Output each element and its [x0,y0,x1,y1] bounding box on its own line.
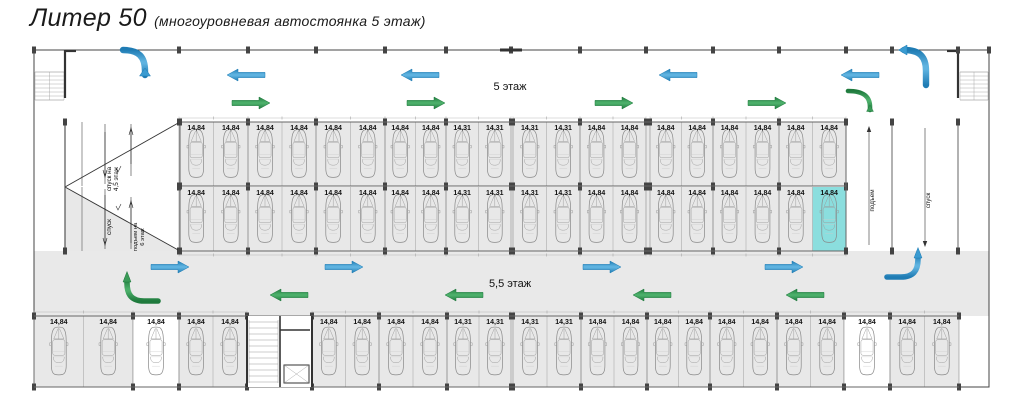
svg-text:14,84: 14,84 [787,125,805,132]
svg-text:14,84: 14,84 [589,319,607,326]
svg-text:14,84: 14,84 [688,190,706,197]
svg-text:14,84: 14,84 [657,125,675,132]
svg-text:14,84: 14,84 [818,319,836,326]
svg-text:14,84: 14,84 [588,125,606,132]
svg-text:14,84: 14,84 [622,319,640,326]
svg-text:14,84: 14,84 [718,319,736,326]
svg-text:14,84: 14,84 [359,125,377,132]
svg-text:14,84: 14,84 [721,190,739,197]
svg-text:14,84: 14,84 [256,190,274,197]
svg-text:14,84: 14,84 [898,319,916,326]
svg-text:14,84: 14,84 [222,190,240,197]
svg-text:5 этаж: 5 этаж [494,81,528,93]
svg-text:спуск на: спуск на [106,166,113,191]
svg-text:14,84: 14,84 [422,190,440,197]
svg-text:14,84: 14,84 [221,319,239,326]
svg-text:14,84: 14,84 [187,319,205,326]
svg-text:14,84: 14,84 [222,125,240,132]
svg-text:14,84: 14,84 [621,190,639,197]
svg-text:14,31: 14,31 [521,319,539,326]
svg-text:14,31: 14,31 [521,190,539,197]
svg-text:14,84: 14,84 [147,319,165,326]
svg-text:14,84: 14,84 [657,190,675,197]
svg-text:14,84: 14,84 [754,125,772,132]
svg-text:14,84: 14,84 [820,190,838,197]
svg-text:14,31: 14,31 [554,125,572,132]
svg-text:14,31: 14,31 [453,190,471,197]
svg-text:5,5 этаж: 5,5 этаж [489,278,532,290]
svg-text:14,84: 14,84 [820,125,838,132]
svg-text:14,84: 14,84 [588,190,606,197]
svg-text:14,31: 14,31 [454,319,472,326]
svg-text:14,84: 14,84 [754,190,772,197]
svg-text:спуск: спуск [925,192,932,208]
svg-text:14,31: 14,31 [521,125,539,132]
svg-text:14,84: 14,84 [421,319,439,326]
svg-text:14,84: 14,84 [324,125,342,132]
svg-text:спуск: спуск [106,219,113,235]
svg-text:14,84: 14,84 [290,125,308,132]
svg-text:14,31: 14,31 [453,125,471,132]
svg-text:14,84: 14,84 [320,319,338,326]
svg-text:14,84: 14,84 [391,190,409,197]
svg-text:14,84: 14,84 [387,319,405,326]
svg-text:14,31: 14,31 [555,319,573,326]
svg-text:14,84: 14,84 [256,125,274,132]
svg-text:14,84: 14,84 [688,125,706,132]
svg-text:14,84: 14,84 [187,190,205,197]
svg-text:подъем на: подъем на [133,222,139,251]
svg-text:14,84: 14,84 [187,125,205,132]
svg-text:14,84: 14,84 [50,319,68,326]
svg-text:14,31: 14,31 [486,190,504,197]
svg-text:14,31: 14,31 [554,190,572,197]
svg-text:14,84: 14,84 [359,190,377,197]
svg-text:14,31: 14,31 [486,319,504,326]
svg-text:6 этаж: 6 этаж [140,228,146,245]
svg-text:14,84: 14,84 [391,125,409,132]
svg-text:14,84: 14,84 [785,319,803,326]
svg-text:4,5 этаж: 4,5 этаж [113,166,120,191]
svg-text:14,84: 14,84 [751,319,769,326]
svg-text:14,84: 14,84 [353,319,371,326]
svg-text:14,84: 14,84 [685,319,703,326]
svg-text:подъем: подъем [869,189,876,211]
svg-text:14,31: 14,31 [486,125,504,132]
svg-text:14,84: 14,84 [858,319,876,326]
svg-text:14,84: 14,84 [654,319,672,326]
svg-text:14,84: 14,84 [290,190,308,197]
svg-text:14,84: 14,84 [621,125,639,132]
svg-text:14,84: 14,84 [721,125,739,132]
svg-text:14,84: 14,84 [933,319,951,326]
svg-text:14,84: 14,84 [99,319,117,326]
svg-text:14,84: 14,84 [324,190,342,197]
svg-text:14,84: 14,84 [787,190,805,197]
svg-text:14,84: 14,84 [422,125,440,132]
